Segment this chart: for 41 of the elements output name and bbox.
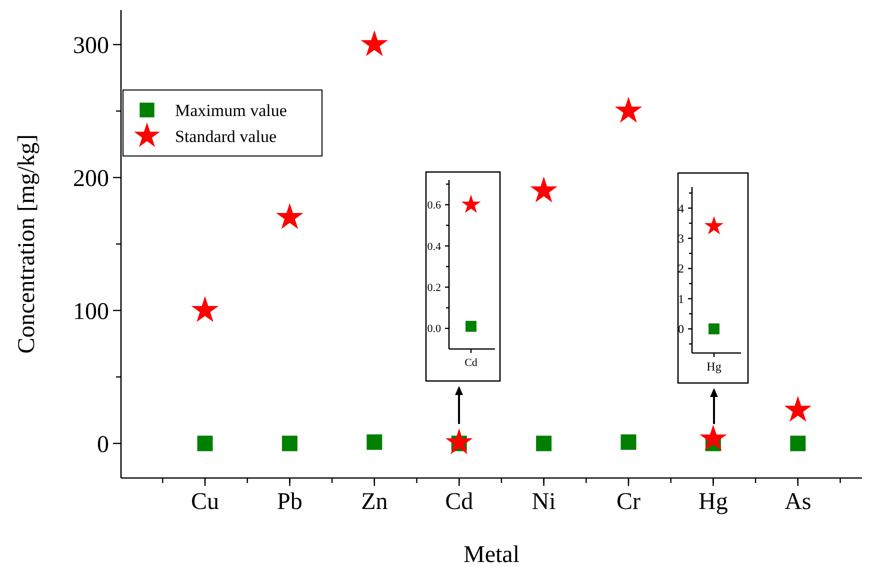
y-tick-label: 0.4 [427, 240, 442, 253]
y-tick-label: 200 [73, 166, 109, 192]
point [282, 436, 298, 452]
y-tick-label: 1 [678, 292, 684, 306]
x-tick-label: Pb [277, 489, 302, 516]
y-tick-label: 0.0 [427, 323, 442, 336]
y-tick-label: 0 [678, 322, 684, 336]
x-axis-title: Metal [464, 542, 520, 567]
point [360, 30, 388, 56]
x-tick-label: Cd [445, 489, 474, 516]
point [536, 436, 552, 452]
y-axis-title: Concentration [mg/kg] [14, 134, 40, 354]
y-tick-label: 0.2 [427, 282, 441, 294]
y-tick-label: 0.6 [427, 200, 442, 212]
x-tick-label: Hg [706, 360, 722, 374]
point [366, 434, 382, 450]
y-tick-label: 300 [73, 32, 109, 59]
x-tick-label: Cd [464, 356, 478, 369]
y-tick-label: 100 [73, 298, 109, 325]
x-tick-label: Ni [532, 489, 556, 516]
x-tick-label: Cr [616, 489, 641, 516]
y-tick-label: 0 [97, 432, 109, 458]
point [700, 424, 727, 450]
x-tick-label: As [784, 489, 812, 516]
y-tick-label: 3 [678, 232, 684, 246]
x-tick-label: Cu [190, 489, 220, 516]
point [445, 428, 473, 454]
point [191, 296, 219, 322]
point [790, 436, 806, 452]
point [197, 436, 213, 452]
point [784, 396, 812, 422]
legend-label: Standard value [175, 126, 276, 146]
point [614, 96, 642, 123]
y-tick-label: 2 [678, 262, 684, 276]
x-tick-label: Hg [698, 489, 728, 516]
legend-label: Maximum value [175, 100, 287, 120]
point [620, 434, 636, 450]
point [530, 176, 558, 202]
x-tick-label: Zn [361, 489, 388, 516]
y-tick-label: 4 [678, 201, 684, 216]
point [276, 203, 304, 229]
